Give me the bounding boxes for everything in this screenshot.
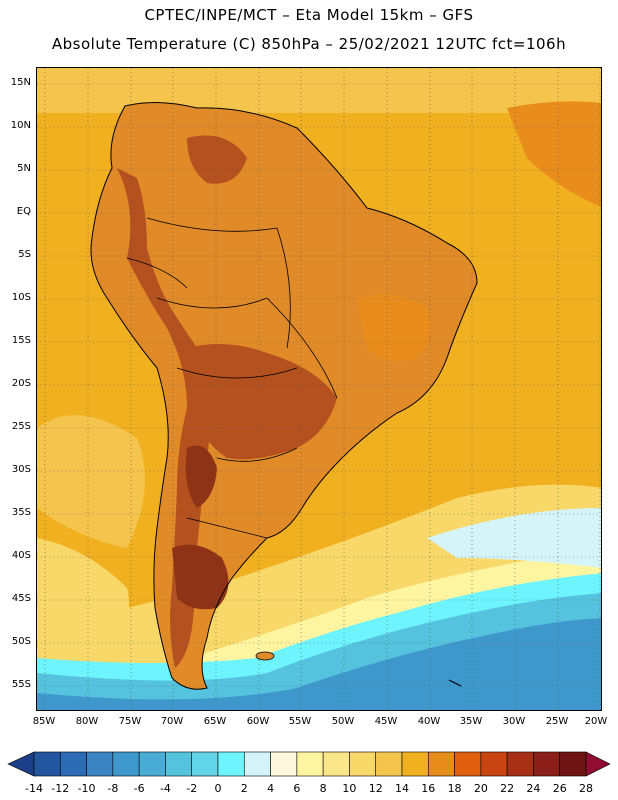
colorbar-swatch — [322, 751, 350, 777]
lat-label: 10S — [11, 292, 31, 303]
map-canvas — [37, 68, 601, 710]
lon-label: 40W — [417, 716, 441, 727]
chart-title-variable: Absolute Temperature (C) 850hPa – 25/02/… — [51, 35, 567, 53]
colorbar-label: -8 — [107, 782, 119, 795]
colorbar-swatch — [191, 751, 219, 777]
colorbar-label: -12 — [51, 782, 70, 795]
colorbar-label: 10 — [342, 782, 357, 795]
south-georgia — [448, 679, 462, 687]
north-hot-zone — [187, 135, 247, 184]
colorbar-label: 4 — [267, 782, 275, 795]
colorbar-swatch — [217, 751, 245, 777]
lat-label: 15N — [10, 77, 31, 88]
colorbar-swatch — [33, 751, 61, 777]
lat-label: 50S — [11, 636, 31, 647]
lon-label: 70W — [160, 716, 184, 727]
lat-label: 30S — [11, 464, 31, 475]
colorbar-swatch — [270, 751, 298, 777]
colorbar-swatch — [296, 751, 324, 777]
colorbar-label: 12 — [368, 782, 383, 795]
colorbar-swatch — [506, 751, 534, 777]
colorbar-label: -4 — [159, 782, 171, 795]
lat-label: 45S — [11, 593, 31, 604]
colorbar-swatch — [165, 751, 193, 777]
colorbar-label: 8 — [319, 782, 327, 795]
colorbar-swatch — [59, 751, 87, 777]
colorbar-label: 14 — [395, 782, 409, 795]
ocean-cold-core — [37, 618, 601, 710]
colorbar-swatch — [401, 751, 429, 777]
chaco-hot-core — [185, 445, 217, 508]
colorbar-label: -2 — [186, 782, 198, 795]
lat-lon-grid — [37, 68, 601, 710]
colorbar-arrow-left — [7, 751, 35, 777]
northeast-patch — [357, 294, 431, 362]
colorbar-label: 2 — [240, 782, 248, 795]
colorbar-label: 20 — [473, 782, 488, 795]
colorbar-swatch — [86, 751, 114, 777]
colorbar-label: -6 — [133, 782, 145, 795]
lon-label: 65W — [203, 716, 227, 727]
colorbar-label: 24 — [526, 782, 541, 795]
lat-label: 35S — [11, 507, 31, 518]
andes-hot-strip — [117, 168, 217, 668]
colorbar-arrow-right — [585, 751, 611, 777]
patagonia-hot-core — [172, 544, 229, 610]
lat-label: 15S — [11, 335, 31, 346]
lon-label: 45W — [374, 716, 398, 727]
lat-label: 10N — [10, 120, 31, 131]
colorbar-label: 22 — [500, 782, 515, 795]
lon-label: 80W — [75, 716, 99, 727]
colorbar-label: 0 — [214, 782, 222, 795]
lon-label: 20W — [584, 716, 608, 727]
ocean-warm-patch — [507, 101, 601, 208]
chart-title-model: CPTEC/INPE/MCT – Eta Model 15km – GFS — [144, 6, 474, 24]
central-hot-region — [187, 344, 337, 460]
colorbar-swatch — [427, 751, 455, 777]
country-borders — [126, 217, 338, 539]
colorbar-label: 28 — [579, 782, 593, 795]
temperature-colorbar — [7, 751, 611, 777]
colorbar-swatch — [243, 751, 271, 777]
lat-label: 20S — [11, 378, 31, 389]
colorbar-swatch — [533, 751, 561, 777]
lat-label: 5N — [17, 163, 31, 174]
colorbar-swatch — [559, 751, 587, 777]
lon-label: 25W — [545, 716, 569, 727]
colorbar-swatch — [138, 751, 166, 777]
lon-label: 35W — [459, 716, 483, 727]
colorbar-swatch — [112, 751, 140, 777]
colorbar-swatch — [375, 751, 403, 777]
falkland-islands — [255, 651, 275, 661]
colorbar-swatch — [349, 751, 377, 777]
coastline — [90, 101, 478, 690]
colorbar-label: 6 — [293, 782, 301, 795]
lat-label: 55S — [11, 679, 31, 690]
lat-label: 40S — [11, 550, 31, 561]
ocean-cool-west — [37, 415, 145, 548]
lon-label: 55W — [288, 716, 312, 727]
lon-label: 50W — [331, 716, 355, 727]
lon-label: 60W — [246, 716, 270, 727]
colorbar-label: 16 — [421, 782, 436, 795]
lat-label: 5S — [18, 249, 31, 260]
colorbar-label: -14 — [25, 782, 43, 795]
lon-label: 85W — [32, 716, 56, 727]
colorbar-label: -10 — [77, 782, 96, 795]
colorbar-swatch — [454, 751, 482, 777]
colorbar-swatch — [480, 751, 508, 777]
lat-label: EQ — [16, 206, 31, 217]
ocean-cold-streak — [427, 508, 601, 568]
lat-label: 25S — [11, 421, 31, 432]
colorbar-label: 26 — [552, 782, 567, 795]
lon-label: 75W — [118, 716, 142, 727]
lon-label: 30W — [502, 716, 526, 727]
colorbar-label: 18 — [447, 782, 462, 795]
temperature-map — [36, 67, 602, 711]
